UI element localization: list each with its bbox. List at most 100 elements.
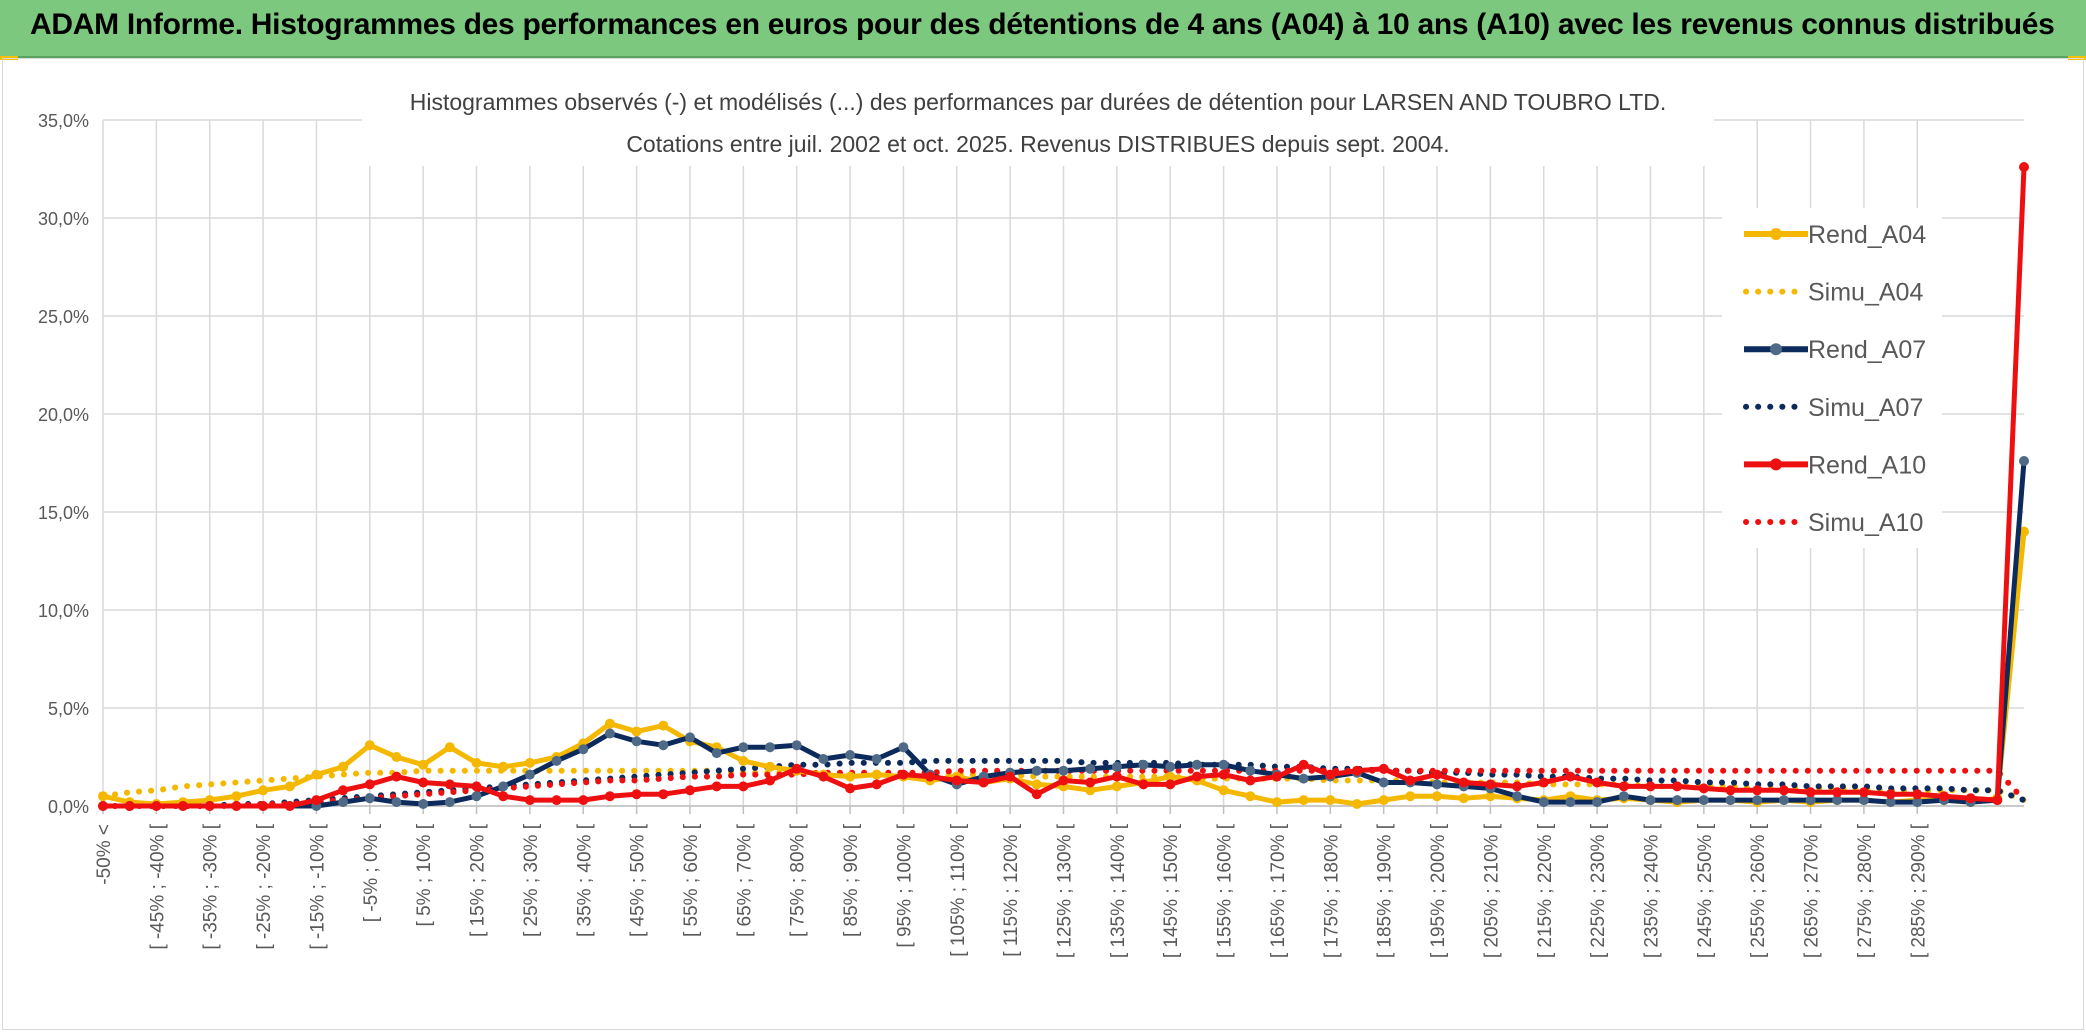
data-point-Rend_A07	[364, 793, 375, 804]
data-point-Rend_A10	[1111, 771, 1122, 782]
data-point-Rend_A07	[471, 791, 482, 802]
x-tick-label: [ 225% ; 230% [	[1588, 823, 1609, 958]
data-point-Rend_A07	[578, 744, 589, 755]
data-point-Rend_A07	[711, 748, 722, 759]
x-tick-label: [ 5% ; 10% [	[414, 823, 435, 926]
x-tick-label: [ 275% ; 280% [	[1855, 823, 1876, 958]
y-tick-label: 5,0%	[48, 699, 89, 719]
data-point-Rend_A04	[1432, 791, 1442, 802]
data-point-Rend_A07	[1245, 765, 1256, 776]
x-tick-label: [ 55% ; 60% [	[681, 823, 702, 937]
data-point-Rend_A10	[898, 769, 909, 780]
data-point-Rend_A07	[1752, 795, 1763, 806]
data-point-Rend_A04	[1325, 795, 1336, 806]
legend-label: Rend_A10	[1808, 451, 1926, 479]
data-point-Rend_A07	[444, 797, 455, 808]
data-point-Rend_A04	[1485, 791, 1496, 802]
data-point-Rend_A04	[1352, 799, 1362, 809]
x-tick-label: [ 105% ; 110% [	[948, 823, 969, 956]
data-point-Rend_A07	[1538, 797, 1549, 808]
data-point-Rend_A10	[418, 777, 429, 788]
data-point-Rend_A04	[444, 742, 455, 753]
data-point-Rend_A04	[1245, 791, 1256, 802]
legend-item-Simu_A04: Simu_A04	[1743, 279, 1923, 307]
data-point-Rend_A10	[391, 771, 402, 782]
data-point-Rend_A10	[1805, 787, 1816, 798]
data-point-Rend_A10	[578, 795, 589, 806]
data-point-Rend_A10	[364, 779, 375, 790]
data-point-Rend_A10	[1965, 793, 1976, 804]
data-point-Rend_A04	[604, 718, 615, 729]
data-point-Rend_A10	[1672, 781, 1683, 792]
data-point-Rend_A04	[631, 726, 642, 737]
x-tick-label: [ 85% ; 90% [	[841, 823, 862, 937]
data-point-Rend_A10	[1325, 769, 1336, 780]
data-point-Rend_A10	[258, 801, 269, 811]
data-point-Rend_A07	[791, 740, 802, 751]
x-tick-label: [ 95% ; 100% [	[894, 823, 915, 947]
data-point-Rend_A10	[1085, 777, 1096, 788]
data-point-Rend_A07	[1698, 795, 1709, 806]
x-tick-label: [ 255% ; 260% [	[1748, 823, 1769, 958]
data-point-Rend_A04	[765, 761, 775, 772]
data-point-Rend_A04	[2019, 526, 2029, 537]
data-point-Rend_A10	[1698, 783, 1709, 794]
x-tick-label: [ -35% ; -30% [	[201, 823, 222, 949]
data-point-Rend_A07	[524, 769, 535, 780]
data-point-Rend_A10	[338, 785, 349, 796]
data-point-Rend_A07	[1912, 797, 1923, 808]
data-point-Rend_A07	[818, 754, 829, 764]
data-point-Rend_A10	[1752, 785, 1763, 796]
x-tick-label: [ 25% ; 30% [	[521, 823, 542, 937]
data-point-Rend_A10	[1378, 763, 1389, 774]
data-point-Rend_A10	[498, 791, 509, 802]
legend-label: Rend_A07	[1808, 336, 1926, 364]
data-point-Rend_A10	[658, 789, 669, 800]
data-point-Rend_A10	[1218, 769, 1229, 780]
y-tick-label: 30,0%	[38, 209, 89, 229]
data-point-Rend_A07	[604, 728, 615, 739]
data-point-Rend_A07	[738, 742, 749, 753]
data-point-Rend_A04	[258, 785, 269, 796]
data-point-Rend_A10	[231, 801, 242, 811]
data-point-Rend_A04	[1111, 781, 1122, 792]
data-point-Rend_A10	[1725, 785, 1736, 796]
x-tick-label: [ 165% ; 170% [	[1268, 823, 1289, 958]
data-point-Rend_A10	[311, 795, 322, 806]
data-point-Rend_A07	[871, 754, 882, 764]
data-point-Rend_A10	[151, 801, 162, 811]
data-point-Rend_A04	[1458, 793, 1469, 804]
data-point-Rend_A07	[1298, 773, 1309, 784]
data-point-Rend_A07	[898, 742, 909, 753]
data-point-Rend_A04	[338, 761, 349, 772]
data-point-Rend_A07	[1031, 765, 1042, 776]
data-point-Rend_A04	[1218, 785, 1229, 796]
data-point-Rend_A07	[1218, 759, 1229, 770]
legend-label: Rend_A04	[1808, 221, 1926, 249]
data-point-Rend_A10	[631, 789, 642, 800]
data-point-Rend_A07	[1138, 759, 1149, 770]
data-point-Rend_A07	[418, 799, 429, 809]
data-point-Rend_A10	[1405, 775, 1416, 786]
x-tick-label: [ 285% ; 290% [	[1908, 823, 1929, 958]
data-point-Rend_A10	[1592, 777, 1603, 788]
data-point-Rend_A07	[2019, 456, 2029, 466]
x-tick-label: [ 125% ; 130% [	[1055, 823, 1076, 958]
data-point-Rend_A10	[124, 801, 135, 811]
data-point-Rend_A04	[1165, 771, 1176, 782]
legend: Rend_A04 Simu_A04 Rend_A07 Simu_A07 Rend_A10…	[1722, 208, 1942, 548]
data-point-Rend_A10	[1939, 791, 1949, 802]
data-point-Rend_A10	[1245, 775, 1256, 786]
y-tick-label: 15,0%	[38, 503, 89, 523]
data-point-Rend_A07	[658, 740, 669, 751]
data-point-Rend_A07	[1165, 761, 1176, 772]
x-tick-label: [ 215% ; 220% [	[1535, 823, 1556, 958]
data-point-Rend_A04	[658, 720, 669, 731]
x-tick-label: [ 145% ; 150% [	[1161, 823, 1182, 958]
data-point-Rend_A10	[1165, 779, 1176, 790]
data-point-Rend_A07	[1191, 759, 1202, 770]
data-point-Rend_A10	[1432, 769, 1442, 780]
data-point-Rend_A10	[871, 779, 882, 790]
x-tick-label: [ 205% ; 210% [	[1481, 823, 1502, 958]
x-tick-label: [ 175% ; 180% [	[1321, 823, 1342, 958]
